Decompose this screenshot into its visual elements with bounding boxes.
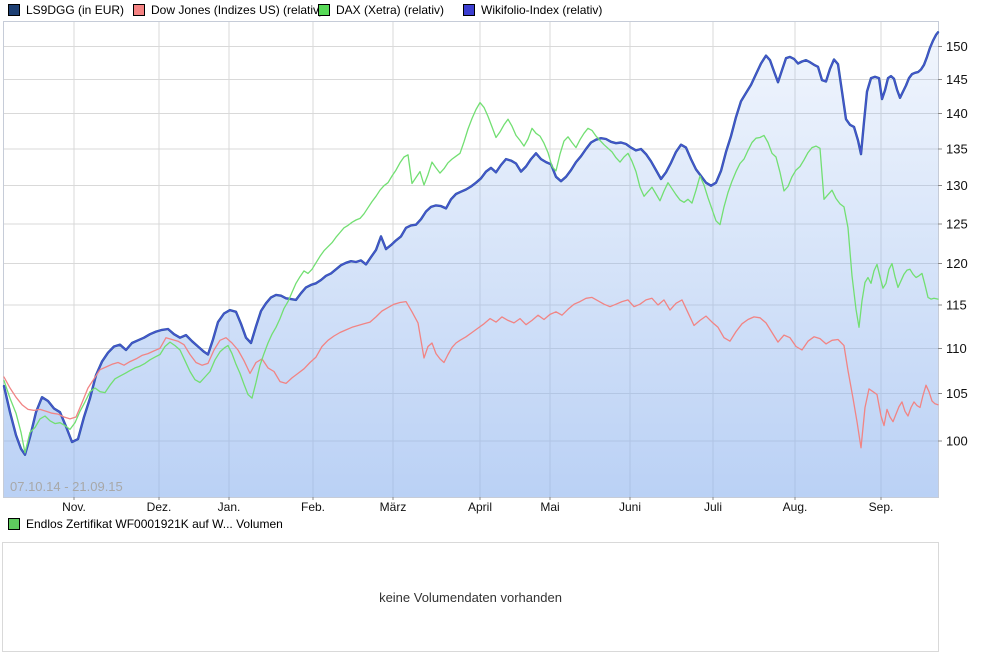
legend-label: Dow Jones (Indizes US) (relativ) <box>151 3 324 17</box>
legend-item-ls9dgg[interactable]: LS9DGG (in EUR) <box>8 3 124 17</box>
svg-text:120: 120 <box>946 256 968 271</box>
svg-text:150: 150 <box>946 39 968 54</box>
svg-text:130: 130 <box>946 178 968 193</box>
legend-label: LS9DGG (in EUR) <box>26 3 125 17</box>
dax-swatch-icon <box>318 4 330 16</box>
svg-text:Juni: Juni <box>619 500 641 514</box>
svg-text:Juli: Juli <box>704 500 722 514</box>
svg-text:110: 110 <box>946 341 967 356</box>
svg-text:April: April <box>468 500 492 514</box>
svg-text:Sep.: Sep. <box>869 500 894 514</box>
ls9dgg-swatch-icon <box>8 4 20 16</box>
legend-item-wikifolio[interactable]: Wikifolio-Index (relativ) <box>463 3 602 17</box>
svg-text:Mai: Mai <box>540 500 559 514</box>
legend-item-volume[interactable]: Endlos Zertifikat WF0001921K auf W... Vo… <box>8 517 283 531</box>
legend-label: DAX (Xetra) (relativ) <box>336 3 445 17</box>
svg-text:125: 125 <box>946 216 968 231</box>
chart-legend: LS9DGG (in EUR) Dow Jones (Indizes US) (… <box>0 0 990 20</box>
svg-text:Feb.: Feb. <box>301 500 325 514</box>
legend-item-dowjones[interactable]: Dow Jones (Indizes US) (relativ) <box>133 3 323 17</box>
price-chart-canvas[interactable]: 07.10.14 - 21.09.15 100 105 110 115 120 125 130… <box>0 0 990 516</box>
svg-text:Nov.: Nov. <box>62 500 86 514</box>
svg-text:Aug.: Aug. <box>783 500 808 514</box>
legend-item-dax[interactable]: DAX (Xetra) (relativ) <box>318 3 444 17</box>
no-volume-message: keine Volumendaten vorhanden <box>379 589 562 605</box>
svg-text:März: März <box>380 500 407 514</box>
wikifolio-swatch-icon <box>463 4 475 16</box>
svg-text:145: 145 <box>946 72 968 87</box>
volume-swatch-icon <box>8 518 20 530</box>
svg-text:07.10.14 - 21.09.15: 07.10.14 - 21.09.15 <box>10 479 123 494</box>
svg-text:140: 140 <box>946 106 968 121</box>
volume-legend-label: Endlos Zertifikat WF0001921K auf W... Vo… <box>26 517 283 531</box>
legend-label: Wikifolio-Index (relativ) <box>481 3 603 17</box>
volume-panel: keine Volumendaten vorhanden <box>2 542 939 652</box>
svg-text:135: 135 <box>946 141 968 156</box>
dowjones-swatch-icon <box>133 4 145 16</box>
svg-text:100: 100 <box>946 434 968 449</box>
svg-text:115: 115 <box>946 298 967 313</box>
svg-text:Dez.: Dez. <box>147 500 172 514</box>
svg-text:Jan.: Jan. <box>218 500 241 514</box>
svg-text:105: 105 <box>946 386 968 401</box>
